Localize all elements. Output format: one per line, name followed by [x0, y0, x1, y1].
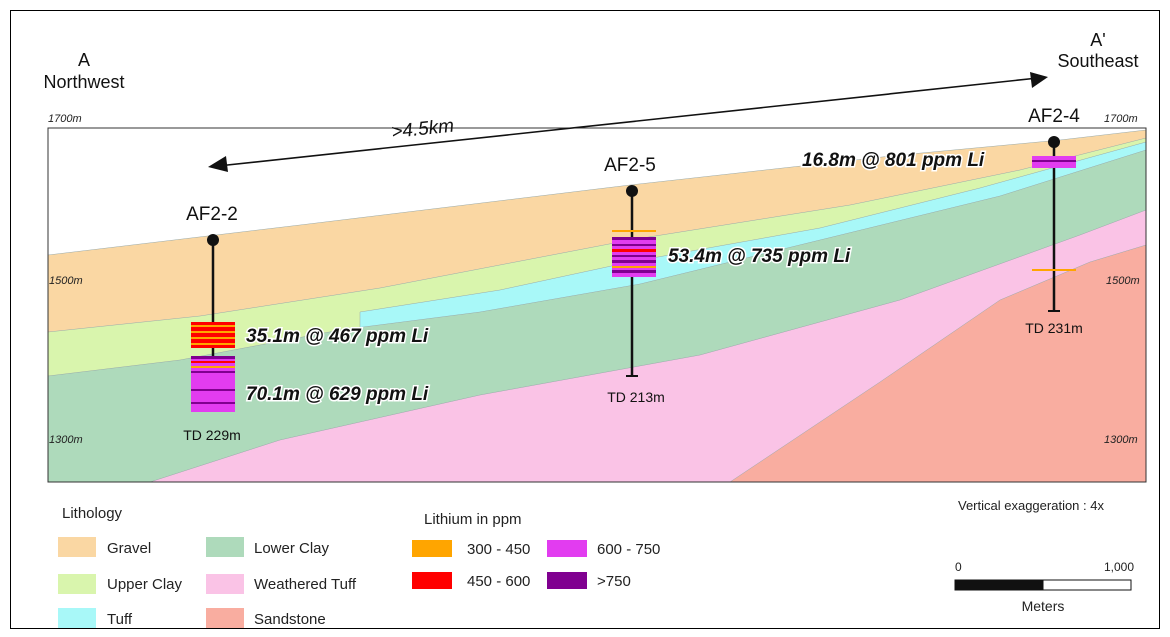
- drillhole-af2-5: [612, 185, 656, 377]
- vertical-exaggeration-note: Vertical exaggeration : 4x: [958, 498, 1104, 513]
- lithology-legend: Lithology Gravel Upper Clay Tuff Lower C…: [58, 505, 357, 628]
- legend-label-over-750: >750: [597, 573, 631, 590]
- intercept-af2-2-upper: 35.1m @ 467 ppm Li: [246, 326, 429, 347]
- swatch-lower-clay: [206, 537, 244, 557]
- elev-mid-right: 1500m: [1106, 275, 1140, 287]
- elev-bot-right: 1300m: [1104, 434, 1138, 446]
- intercept-af2-5: 53.4m @ 735 ppm Li: [668, 246, 851, 267]
- section-end-label: A': [1090, 30, 1105, 50]
- swatch-weathered-tuff: [206, 574, 244, 594]
- collar-marker: [207, 234, 219, 246]
- lithium-legend: Lithium in ppm 300 - 450 450 - 600 600 -…: [412, 511, 660, 590]
- swatch-over-750: [547, 572, 587, 589]
- elev-top-left: 1700m: [48, 113, 82, 125]
- total-depth-af2-4: TD 231m: [1025, 320, 1083, 336]
- section-end-direction: Southeast: [1057, 51, 1138, 71]
- scale-bar-unit: Meters: [1022, 598, 1065, 614]
- geology-layers: [48, 128, 1146, 482]
- scale-bar: 0 1,000 Meters: [954, 560, 1134, 614]
- swatch-450-600: [412, 572, 452, 589]
- legend-label-gravel: Gravel: [107, 540, 151, 557]
- assay-interval-lower: [191, 356, 235, 412]
- collar-marker: [626, 185, 638, 197]
- scale-bar-start: 0: [955, 560, 962, 574]
- assay-interval-upper: [191, 322, 235, 348]
- section-start-direction: Northwest: [43, 72, 124, 92]
- drillhole-name-af2-2: AF2-2: [186, 204, 238, 225]
- swatch-upper-clay: [58, 574, 96, 594]
- figure-frame: [10, 10, 1160, 629]
- intercept-af2-4: 16.8m @ 801 ppm Li: [802, 150, 985, 171]
- lithium-legend-title: Lithium in ppm: [424, 511, 522, 528]
- assay-interval: [1032, 156, 1076, 271]
- elev-mid-left: 1500m: [49, 275, 83, 287]
- scale-bar-end: 1,000: [1104, 560, 1134, 574]
- legend-label-upper-clay: Upper Clay: [107, 576, 183, 593]
- assay-interval: [612, 230, 656, 277]
- elev-bot-left: 1300m: [49, 434, 83, 446]
- legend-label-lower-clay: Lower Clay: [254, 540, 330, 557]
- swatch-sandstone: [206, 608, 244, 628]
- collar-marker: [1048, 136, 1060, 148]
- intercept-af2-2-lower: 70.1m @ 629 ppm Li: [246, 384, 429, 405]
- drillhole-name-af2-4: AF2-4: [1028, 106, 1080, 127]
- swatch-gravel: [58, 537, 96, 557]
- legend-label-sandstone: Sandstone: [254, 611, 326, 628]
- total-depth-af2-2: TD 229m: [183, 427, 241, 443]
- legend-label-300-450: 300 - 450: [467, 541, 530, 558]
- drillhole-af2-4: [1032, 136, 1076, 312]
- elev-top-right: 1700m: [1104, 113, 1138, 125]
- legend-label-tuff: Tuff: [107, 611, 133, 628]
- swatch-tuff: [58, 608, 96, 628]
- layer-sandstone: [729, 244, 1146, 482]
- lithology-legend-title: Lithology: [62, 505, 123, 522]
- swatch-300-450: [412, 540, 452, 557]
- legend-label-weathered-tuff: Weathered Tuff: [254, 576, 357, 593]
- swatch-600-750: [547, 540, 587, 557]
- legend-label-450-600: 450 - 600: [467, 573, 530, 590]
- section-start-label: A: [78, 50, 90, 70]
- drillhole-af2-2: [191, 234, 235, 412]
- distance-arrow: [208, 72, 1048, 172]
- legend-label-600-750: 600 - 750: [597, 541, 660, 558]
- section-border: [47, 127, 1147, 483]
- total-depth-af2-5: TD 213m: [607, 389, 665, 405]
- drillhole-name-af2-5: AF2-5: [604, 155, 656, 176]
